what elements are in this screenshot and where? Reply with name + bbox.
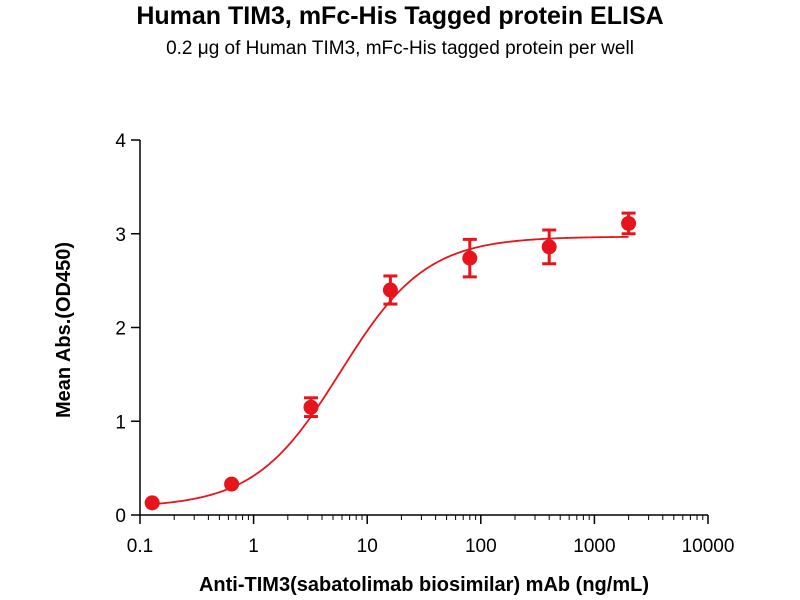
data-point <box>303 399 319 415</box>
y-axis-label: Mean Abs.(OD450) <box>53 242 75 418</box>
y-tick-label: 3 <box>115 225 126 246</box>
x-tick-label: 0.1 <box>127 536 153 557</box>
x-tick-label: 1 <box>248 536 259 557</box>
x-tick-label: 10 <box>357 536 378 557</box>
x-tick-label: 10000 <box>682 536 735 557</box>
chart-title: Human TIM3, mFc-His Tagged protein ELISA <box>136 2 664 30</box>
y-tick-label: 2 <box>115 319 126 340</box>
data-point <box>541 239 557 255</box>
data-point <box>224 476 240 492</box>
x-tick-label: 100 <box>465 536 497 557</box>
data-point <box>382 282 398 298</box>
data-point <box>144 495 160 511</box>
y-tick-label: 1 <box>115 412 126 433</box>
data-point <box>621 215 637 231</box>
x-tick-label: 1000 <box>573 536 615 557</box>
chart-subtitle: 0.2 μg of Human TIM3, mFc-His tagged pro… <box>166 38 634 59</box>
y-tick-label: 0 <box>115 506 126 527</box>
points-layer <box>144 211 637 511</box>
y-tick-label: 4 <box>115 131 126 152</box>
data-point <box>462 250 478 266</box>
x-axis-label: Anti-TIM3(sabatolimab biosimilar) mAb (n… <box>199 574 649 596</box>
axes: 0.1 1 10 100 1000 10000 0 1 2 3 4 <box>115 131 734 557</box>
